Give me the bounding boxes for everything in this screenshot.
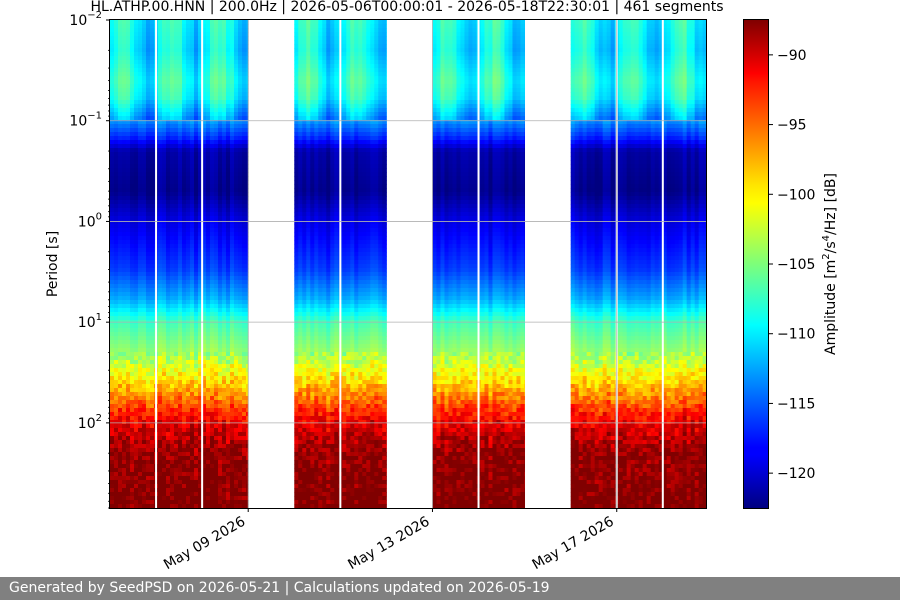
data-segment-2 [294, 20, 387, 509]
colorbar-label: Amplitude [m2/s4/Hz] [dB] [821, 173, 839, 355]
chart-title: HL.ATHP.00.HNN | 200.0Hz | 2026-05-06T00… [90, 0, 723, 15]
footer-text: Generated by SeedPSD on 2026-05-21 | Cal… [9, 580, 550, 596]
footer-bar: Generated by SeedPSD on 2026-05-21 | Cal… [0, 577, 900, 600]
colorbar-tick-label-5: −110 [777, 327, 815, 343]
colorbar-tick-label-6: −115 [777, 396, 815, 412]
data-segment-1 [110, 20, 249, 509]
gap-line-4 [477, 20, 480, 508]
y-tick-label-5: 102 [78, 413, 102, 432]
colorbar-tick-label-2: −95 [777, 118, 807, 134]
gap-line-3 [339, 20, 342, 508]
x-tick-label-2: May 13 2026 [345, 514, 432, 574]
x-tick-label-3: May 17 2026 [530, 514, 617, 574]
grid-lines [110, 20, 706, 508]
y-tick-label-4: 101 [78, 312, 102, 331]
y-tick-label-3: 100 [78, 211, 102, 230]
data-segment-3 [432, 20, 526, 509]
plot-frame [109, 19, 707, 509]
gap-line-6 [661, 20, 664, 508]
x-axis: May 09 2026 May 13 2026 May 17 2026 [161, 508, 618, 574]
y-axis: 10−2 10−1 100 101 102 [69, 10, 110, 509]
colorbar-tick-label-1: −90 [777, 48, 807, 64]
colorbar-tick-label-7: −120 [777, 466, 815, 482]
colorbar-tick-label-4: −105 [777, 257, 815, 273]
gap-line-1 [155, 20, 158, 508]
y-tick-label-1: 10−2 [69, 10, 102, 29]
y-tick-label-2: 10−1 [69, 111, 102, 130]
gap-line-2 [201, 20, 204, 508]
colorbar-tick-label-3: −100 [777, 187, 815, 203]
colorbar-ticks: −90 −95 −100 −105 −110 −115 −120 [769, 48, 815, 482]
psd-spectrogram-chart: HL.ATHP.00.HNN | 200.0Hz | 2026-05-06T00… [45, 0, 839, 574]
colorbar [743, 19, 769, 509]
x-tick-label-1: May 09 2026 [161, 514, 248, 574]
data-segment-4 [570, 20, 707, 509]
y-axis-label: Period [s] [45, 231, 61, 297]
